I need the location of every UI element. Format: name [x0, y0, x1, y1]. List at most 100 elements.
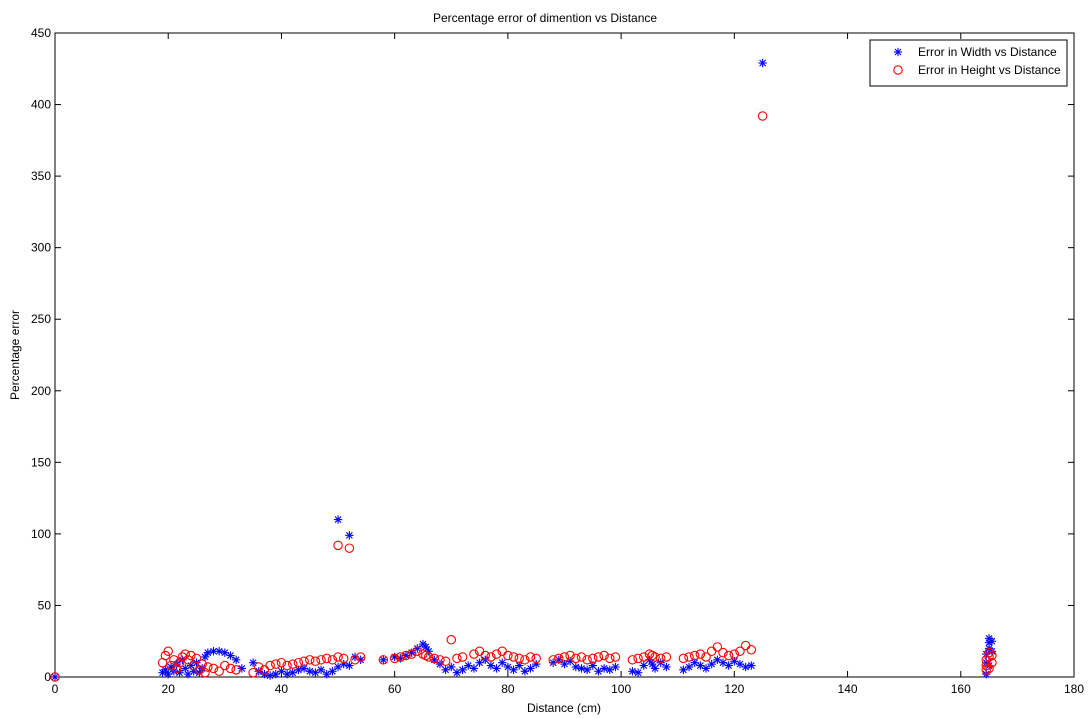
- data-points: [50, 58, 997, 682]
- width-error-point: [379, 655, 388, 665]
- height-error-point: [723, 650, 734, 661]
- height-error-point: [288, 659, 298, 669]
- width-error-point: [322, 669, 331, 679]
- height-error-point: [344, 543, 355, 553]
- height-error-point: [186, 650, 196, 661]
- width-error-point: [214, 647, 224, 656]
- height-error-point: [180, 649, 190, 659]
- height-error-point: [248, 667, 258, 678]
- height-error-point: [271, 659, 281, 669]
- width-error-point: [684, 662, 694, 672]
- width-error-point: [345, 661, 354, 670]
- height-error-point: [712, 642, 723, 652]
- y-tick-label: 300: [31, 241, 51, 255]
- legend-label-1: Error in Height vs Distance: [918, 63, 1061, 77]
- height-error-point: [593, 652, 604, 662]
- x-tick-label: 0: [52, 682, 59, 696]
- height-error-point: [655, 653, 666, 664]
- width-error-point: [758, 58, 767, 68]
- x-tick-label: 40: [275, 682, 289, 696]
- height-error-point: [194, 665, 205, 675]
- width-error-point: [747, 661, 756, 670]
- width-error-point: [200, 652, 210, 662]
- height-error-point: [406, 649, 417, 659]
- height-error-point: [333, 540, 343, 551]
- width-error-point: [316, 665, 326, 675]
- height-error-point: [214, 666, 224, 677]
- height-error-point: [576, 652, 587, 662]
- height-error-point: [231, 665, 241, 675]
- width-error-point: [582, 665, 592, 675]
- x-axis-title: Distance (cm): [527, 701, 601, 715]
- x-tick-label: 140: [838, 682, 858, 696]
- height-error-point: [355, 652, 366, 662]
- x-tick-label: 60: [388, 682, 402, 696]
- height-error-point: [333, 652, 343, 662]
- height-error-point: [525, 652, 536, 662]
- width-error-point: [741, 662, 750, 672]
- height-error-point: [171, 663, 182, 674]
- height-error-point: [650, 652, 660, 662]
- height-error-point: [435, 655, 445, 665]
- height-error-point: [321, 653, 332, 664]
- width-error-point: [311, 668, 320, 677]
- y-tick-label: 100: [31, 527, 51, 541]
- chart-title: Percentage error of dimention vs Distanc…: [433, 11, 657, 25]
- legend-marker-1: [893, 65, 903, 75]
- height-error-point: [695, 649, 706, 659]
- height-error-point: [169, 655, 179, 665]
- y-tick-label: 200: [31, 384, 51, 398]
- height-error-point: [412, 646, 423, 656]
- width-error-point: [333, 515, 343, 524]
- y-tick-label: 400: [31, 98, 51, 112]
- width-error-point: [987, 637, 997, 646]
- width-error-point: [599, 664, 609, 673]
- height-error-point: [559, 652, 570, 662]
- height-error-point: [548, 655, 558, 665]
- height-error-point: [610, 652, 621, 662]
- height-error-point: [984, 663, 994, 674]
- height-error-point: [582, 655, 592, 665]
- width-error-point: [458, 665, 467, 675]
- height-error-point: [588, 653, 598, 664]
- height-error-point: [452, 653, 462, 664]
- height-error-point: [254, 662, 264, 672]
- x-tick-label: 180: [1064, 682, 1084, 696]
- height-error-point: [661, 652, 672, 662]
- width-error-point: [265, 671, 275, 680]
- height-error-point: [735, 646, 745, 656]
- width-error-point: [515, 661, 524, 670]
- legend-marker-0: [893, 47, 903, 57]
- height-error-point: [514, 653, 524, 664]
- height-error-point: [984, 647, 994, 658]
- width-error-point: [509, 665, 518, 675]
- height-error-point: [554, 653, 564, 664]
- width-error-point: [724, 661, 733, 670]
- height-error-point: [491, 649, 502, 659]
- width-error-point: [226, 651, 235, 660]
- width-error-point: [588, 661, 598, 670]
- height-error-point: [987, 650, 997, 661]
- height-error-point: [338, 653, 349, 664]
- series-height: [50, 111, 997, 682]
- height-error-point: [627, 655, 638, 665]
- y-axis-title: Percentage error: [8, 310, 22, 400]
- width-error-point: [526, 664, 535, 673]
- width-error-point: [498, 658, 507, 667]
- height-error-point: [565, 650, 575, 661]
- height-error-point: [316, 655, 326, 665]
- height-error-point: [429, 653, 440, 664]
- height-error-point: [389, 653, 400, 664]
- x-tick-label: 160: [951, 682, 971, 696]
- height-error-point: [395, 652, 406, 662]
- height-error-point: [684, 652, 694, 662]
- height-error-point: [981, 660, 992, 671]
- height-error-point: [571, 653, 581, 664]
- width-error-point: [735, 659, 745, 669]
- width-error-point: [231, 655, 241, 665]
- height-error-point: [265, 660, 275, 671]
- legend: Error in Width vs Distance Error in Heigh…: [869, 39, 1068, 87]
- height-error-point: [327, 655, 338, 665]
